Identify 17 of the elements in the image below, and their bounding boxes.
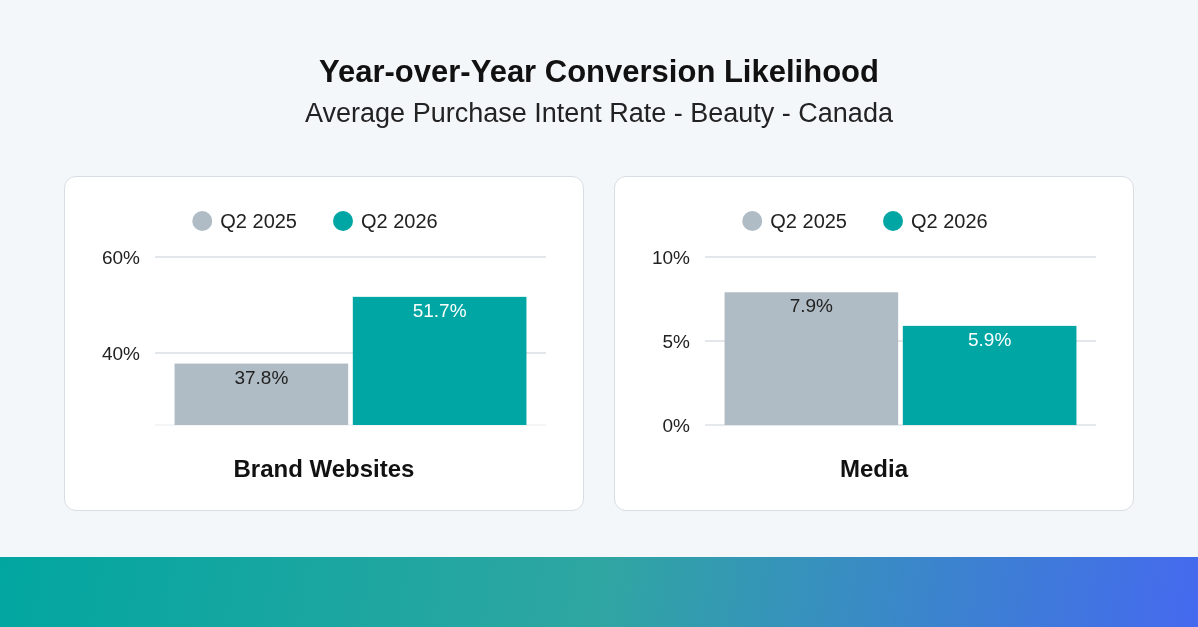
y-tick-label: 60% — [101, 246, 141, 268]
y-tick-label: 5% — [662, 330, 691, 352]
y-tick-label: 0% — [662, 414, 691, 436]
x-axis-title: Brand Websites — [233, 455, 415, 482]
legend-label: Q2 2026 — [911, 210, 988, 232]
legend-label: Q2 2026 — [361, 210, 438, 232]
data-label: 37.8% — [234, 366, 289, 388]
data-label: 5.9% — [967, 328, 1012, 350]
chart-subtitle: Average Purchase Intent Rate - Beauty - Canada — [305, 98, 893, 128]
y-tick-label: 10% — [651, 246, 691, 268]
chart-title: Year-over-Year Conversion Likelihood — [319, 54, 879, 89]
legend-label: Q2 2025 — [770, 210, 847, 232]
legend-label: Q2 2025 — [220, 210, 297, 232]
data-label: 7.9% — [789, 295, 834, 317]
y-tick-label: 40% — [101, 342, 141, 364]
data-label: 51.7% — [412, 299, 467, 321]
x-axis-title: Media — [839, 455, 909, 482]
